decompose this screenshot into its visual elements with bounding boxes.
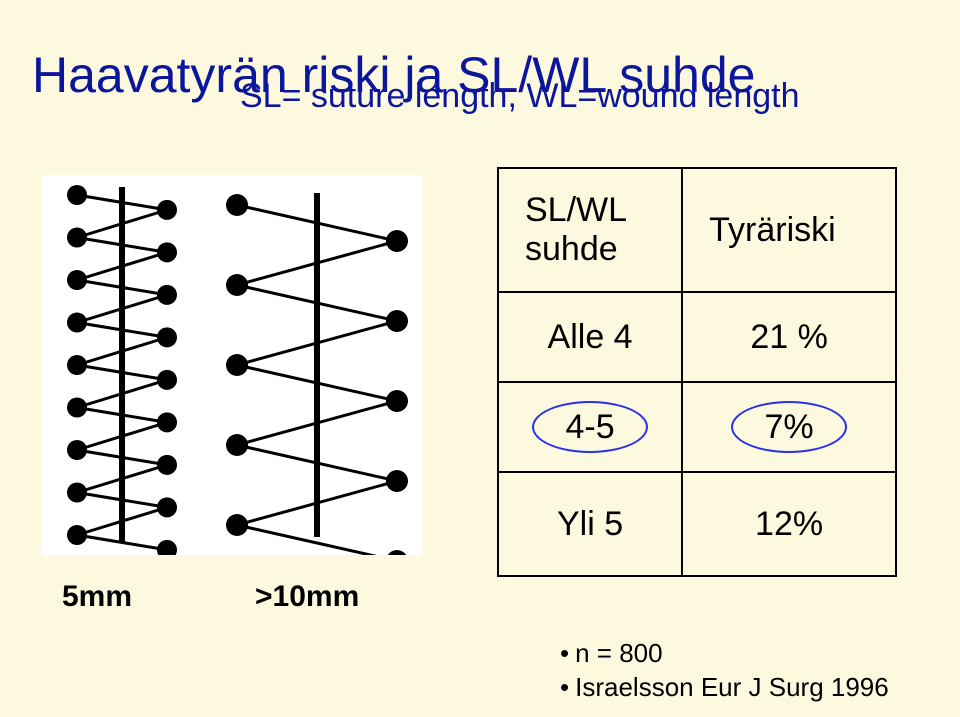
table-row: Alle 4 21 % bbox=[498, 292, 896, 382]
suture-diagram-panel bbox=[42, 175, 422, 555]
cell-risk-1: 21 % bbox=[682, 292, 896, 382]
footnote-n: n = 800 bbox=[560, 638, 663, 669]
cell-ratio-3: Yli 5 bbox=[498, 472, 682, 576]
cell-risk-3: 12% bbox=[682, 472, 896, 576]
risk-table: SL/WL suhde Tyräriski Alle 4 21 % 4-5 7 bbox=[497, 167, 897, 577]
subtitle: SL= suture length, WL=wound length bbox=[240, 77, 800, 116]
diagram-label-right: >10mm bbox=[255, 580, 359, 614]
footnote-ref: Israelsson Eur J Surg 1996 bbox=[560, 672, 889, 703]
suture-diagram-svg bbox=[42, 175, 422, 555]
table-row: 4-5 7% bbox=[498, 382, 896, 472]
table-row: Yli 5 12% bbox=[498, 472, 896, 576]
diagram-label-left: 5mm bbox=[62, 580, 132, 614]
slide: Haavatyrän riski ja SL/WL suhde SL= sutu… bbox=[0, 0, 960, 717]
table-header-col2: Tyräriski bbox=[682, 168, 896, 292]
cell-risk-2: 7% bbox=[682, 382, 896, 472]
cell-ratio-1: Alle 4 bbox=[498, 292, 682, 382]
cell-ratio-2: 4-5 bbox=[498, 382, 682, 472]
table-header-col1: SL/WL suhde bbox=[498, 168, 682, 292]
